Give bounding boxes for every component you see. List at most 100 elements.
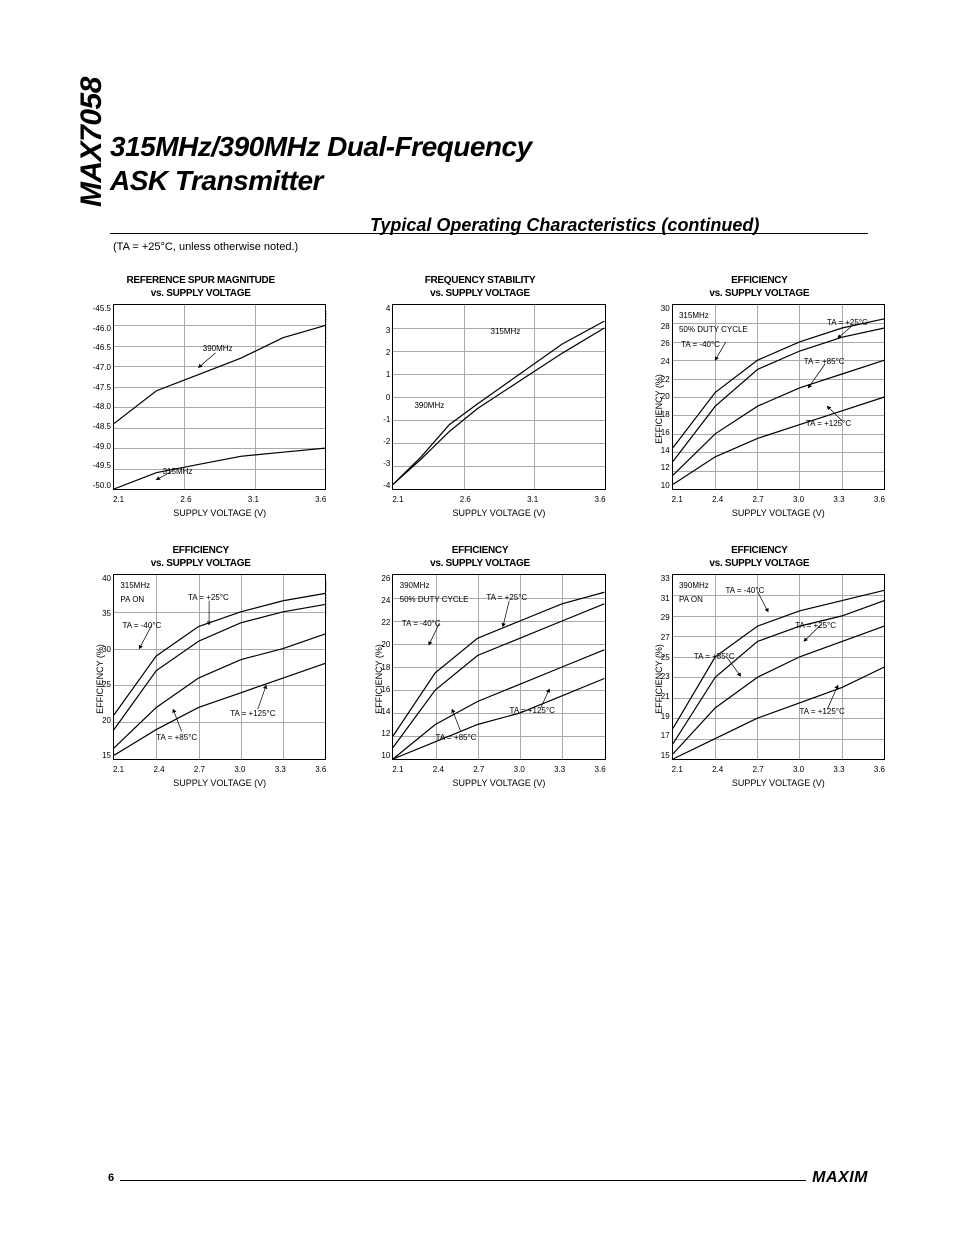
x-tick: 3.6 (595, 495, 606, 504)
y-tick: 35 (81, 609, 111, 618)
page-number: 6 (108, 1172, 114, 1184)
y-tick: 31 (640, 594, 670, 603)
series-curve (673, 360, 884, 475)
series-curve (673, 601, 884, 744)
chart-cell: EFFICIENCYvs. SUPPLY VOLTAGEEFFICIENCY (… (344, 545, 615, 795)
series-label: TA = +85°C (436, 733, 477, 742)
y-tick: 20 (81, 716, 111, 725)
x-tick: 3.6 (874, 495, 885, 504)
series-curve (114, 448, 325, 489)
chart-cell: FREQUENCY STABILITYvs. SUPPLY VOLTAGEFRE… (344, 275, 615, 525)
y-tick: -50.0 (81, 481, 111, 490)
series-label: 315MHz (491, 327, 521, 336)
x-tick: 3.3 (833, 495, 844, 504)
x-tick: 3.6 (315, 495, 326, 504)
x-tick: 2.1 (672, 765, 683, 774)
x-tick: 2.4 (712, 765, 723, 774)
y-tick: 21 (640, 692, 670, 701)
chart-cell: EFFICIENCYvs. SUPPLY VOLTAGEEFFICIENCY (… (624, 275, 895, 525)
y-tick: -4 (360, 481, 390, 490)
y-tick: 10 (640, 481, 670, 490)
annotation-arrow (808, 364, 825, 388)
series-curve (114, 663, 325, 755)
x-axis-label: SUPPLY VOLTAGE (V) (672, 508, 885, 518)
y-tick: 15 (640, 751, 670, 760)
y-tick: 26 (360, 574, 390, 583)
x-axis-label: SUPPLY VOLTAGE (V) (113, 778, 326, 788)
y-tick: 40 (81, 574, 111, 583)
series-label: TA = +125°C (230, 709, 275, 718)
y-tick: -47.0 (81, 363, 111, 372)
x-tick: 3.1 (248, 495, 259, 504)
x-tick: 3.0 (793, 765, 804, 774)
series-label: 390MHz (203, 344, 233, 353)
x-tick: 2.1 (113, 765, 124, 774)
charts-grid: REFERENCE SPUR MAGNITUDEvs. SUPPLY VOLTA… (65, 275, 895, 795)
chart-cell: EFFICIENCYvs. SUPPLY VOLTAGEEFFICIENCY (… (65, 545, 336, 795)
x-ticks: 2.12.42.73.03.33.6 (672, 495, 885, 504)
y-tick: 27 (640, 633, 670, 642)
plot-wrap: FREQUENCY STABILITY (ppm)43210-1-2-3-4MA… (344, 304, 615, 514)
y-tick: 1 (360, 370, 390, 379)
series-label: TA = -40°C (725, 586, 764, 595)
x-ticks: 2.12.42.73.03.33.6 (113, 765, 326, 774)
series-label: TA = +125°C (510, 706, 555, 715)
header-label: 315MHz (120, 581, 150, 590)
y-tick: 17 (640, 731, 670, 740)
y-tick: -48.5 (81, 422, 111, 431)
y-tick: 10 (360, 751, 390, 760)
plot-wrap: REFERENCE SPUR MAGNITUDE (dBc)-45.5-46.0… (65, 304, 336, 514)
y-tick: 20 (640, 392, 670, 401)
y-tick: -2 (360, 437, 390, 446)
annotation-arrow (199, 353, 216, 368)
y-tick: -3 (360, 459, 390, 468)
y-tick: -1 (360, 415, 390, 424)
x-ticks: 2.12.42.73.03.33.6 (392, 765, 605, 774)
x-tick: 3.3 (554, 765, 565, 774)
header-label: 390MHz (400, 581, 430, 590)
part-number: MAX7058 (75, 77, 109, 207)
chart-title: EFFICIENCYvs. SUPPLY VOLTAGE (65, 545, 336, 570)
y-tick: 19 (640, 712, 670, 721)
x-axis-label: SUPPLY VOLTAGE (V) (672, 778, 885, 788)
plot-area: 315MHz50% DUTY CYCLETA = -40°CTA = +25°C… (672, 304, 885, 490)
y-ticks: 403530252015 (81, 574, 111, 760)
plot-area: 390MHzPA ONTA = -40°CTA = +25°CTA = +85°… (672, 574, 885, 760)
x-tick: 3.3 (833, 765, 844, 774)
series-label: 315MHz (163, 467, 193, 476)
x-tick: 2.1 (392, 765, 403, 774)
x-ticks: 2.12.63.13.6 (392, 495, 605, 504)
chart-title: EFFICIENCYvs. SUPPLY VOLTAGE (344, 545, 615, 570)
x-ticks: 2.12.63.13.6 (113, 495, 326, 504)
series-curve (393, 592, 604, 736)
footer-line (120, 1180, 806, 1181)
y-tick: -47.5 (81, 383, 111, 392)
y-tick: 16 (640, 428, 670, 437)
x-tick: 2.4 (433, 765, 444, 774)
chart-title: FREQUENCY STABILITYvs. SUPPLY VOLTAGE (344, 275, 615, 300)
y-tick: -46.5 (81, 343, 111, 352)
series-curve (114, 634, 325, 748)
y-ticks: 3028262422201816141210 (640, 304, 670, 490)
y-tick: 25 (81, 680, 111, 689)
x-tick: 2.1 (113, 495, 124, 504)
y-tick: 16 (360, 685, 390, 694)
header-label: 50% DUTY CYCLE (679, 325, 748, 334)
chart-title: REFERENCE SPUR MAGNITUDEvs. SUPPLY VOLTA… (65, 275, 336, 300)
series-label: TA = +25°C (486, 593, 527, 602)
y-tick: 29 (640, 613, 670, 622)
plot-wrap: EFFICIENCY (%)403530252015MAX7058 toc133… (65, 574, 336, 784)
plot-wrap: EFFICIENCY (%)3028262422201816141210MAX7… (624, 304, 895, 514)
y-tick: 22 (360, 618, 390, 627)
series-label: TA = +125°C (806, 419, 851, 428)
x-tick: 2.7 (473, 765, 484, 774)
y-tick: 14 (360, 707, 390, 716)
y-tick: 18 (640, 410, 670, 419)
chart-title: EFFICIENCYvs. SUPPLY VOLTAGE (624, 275, 895, 300)
conditions-note: (TA = +25°C, unless otherwise noted.) (113, 241, 298, 253)
x-tick: 3.3 (275, 765, 286, 774)
y-tick: 24 (640, 357, 670, 366)
x-tick: 2.7 (753, 495, 764, 504)
y-tick: 25 (640, 653, 670, 662)
y-tick: 14 (640, 446, 670, 455)
